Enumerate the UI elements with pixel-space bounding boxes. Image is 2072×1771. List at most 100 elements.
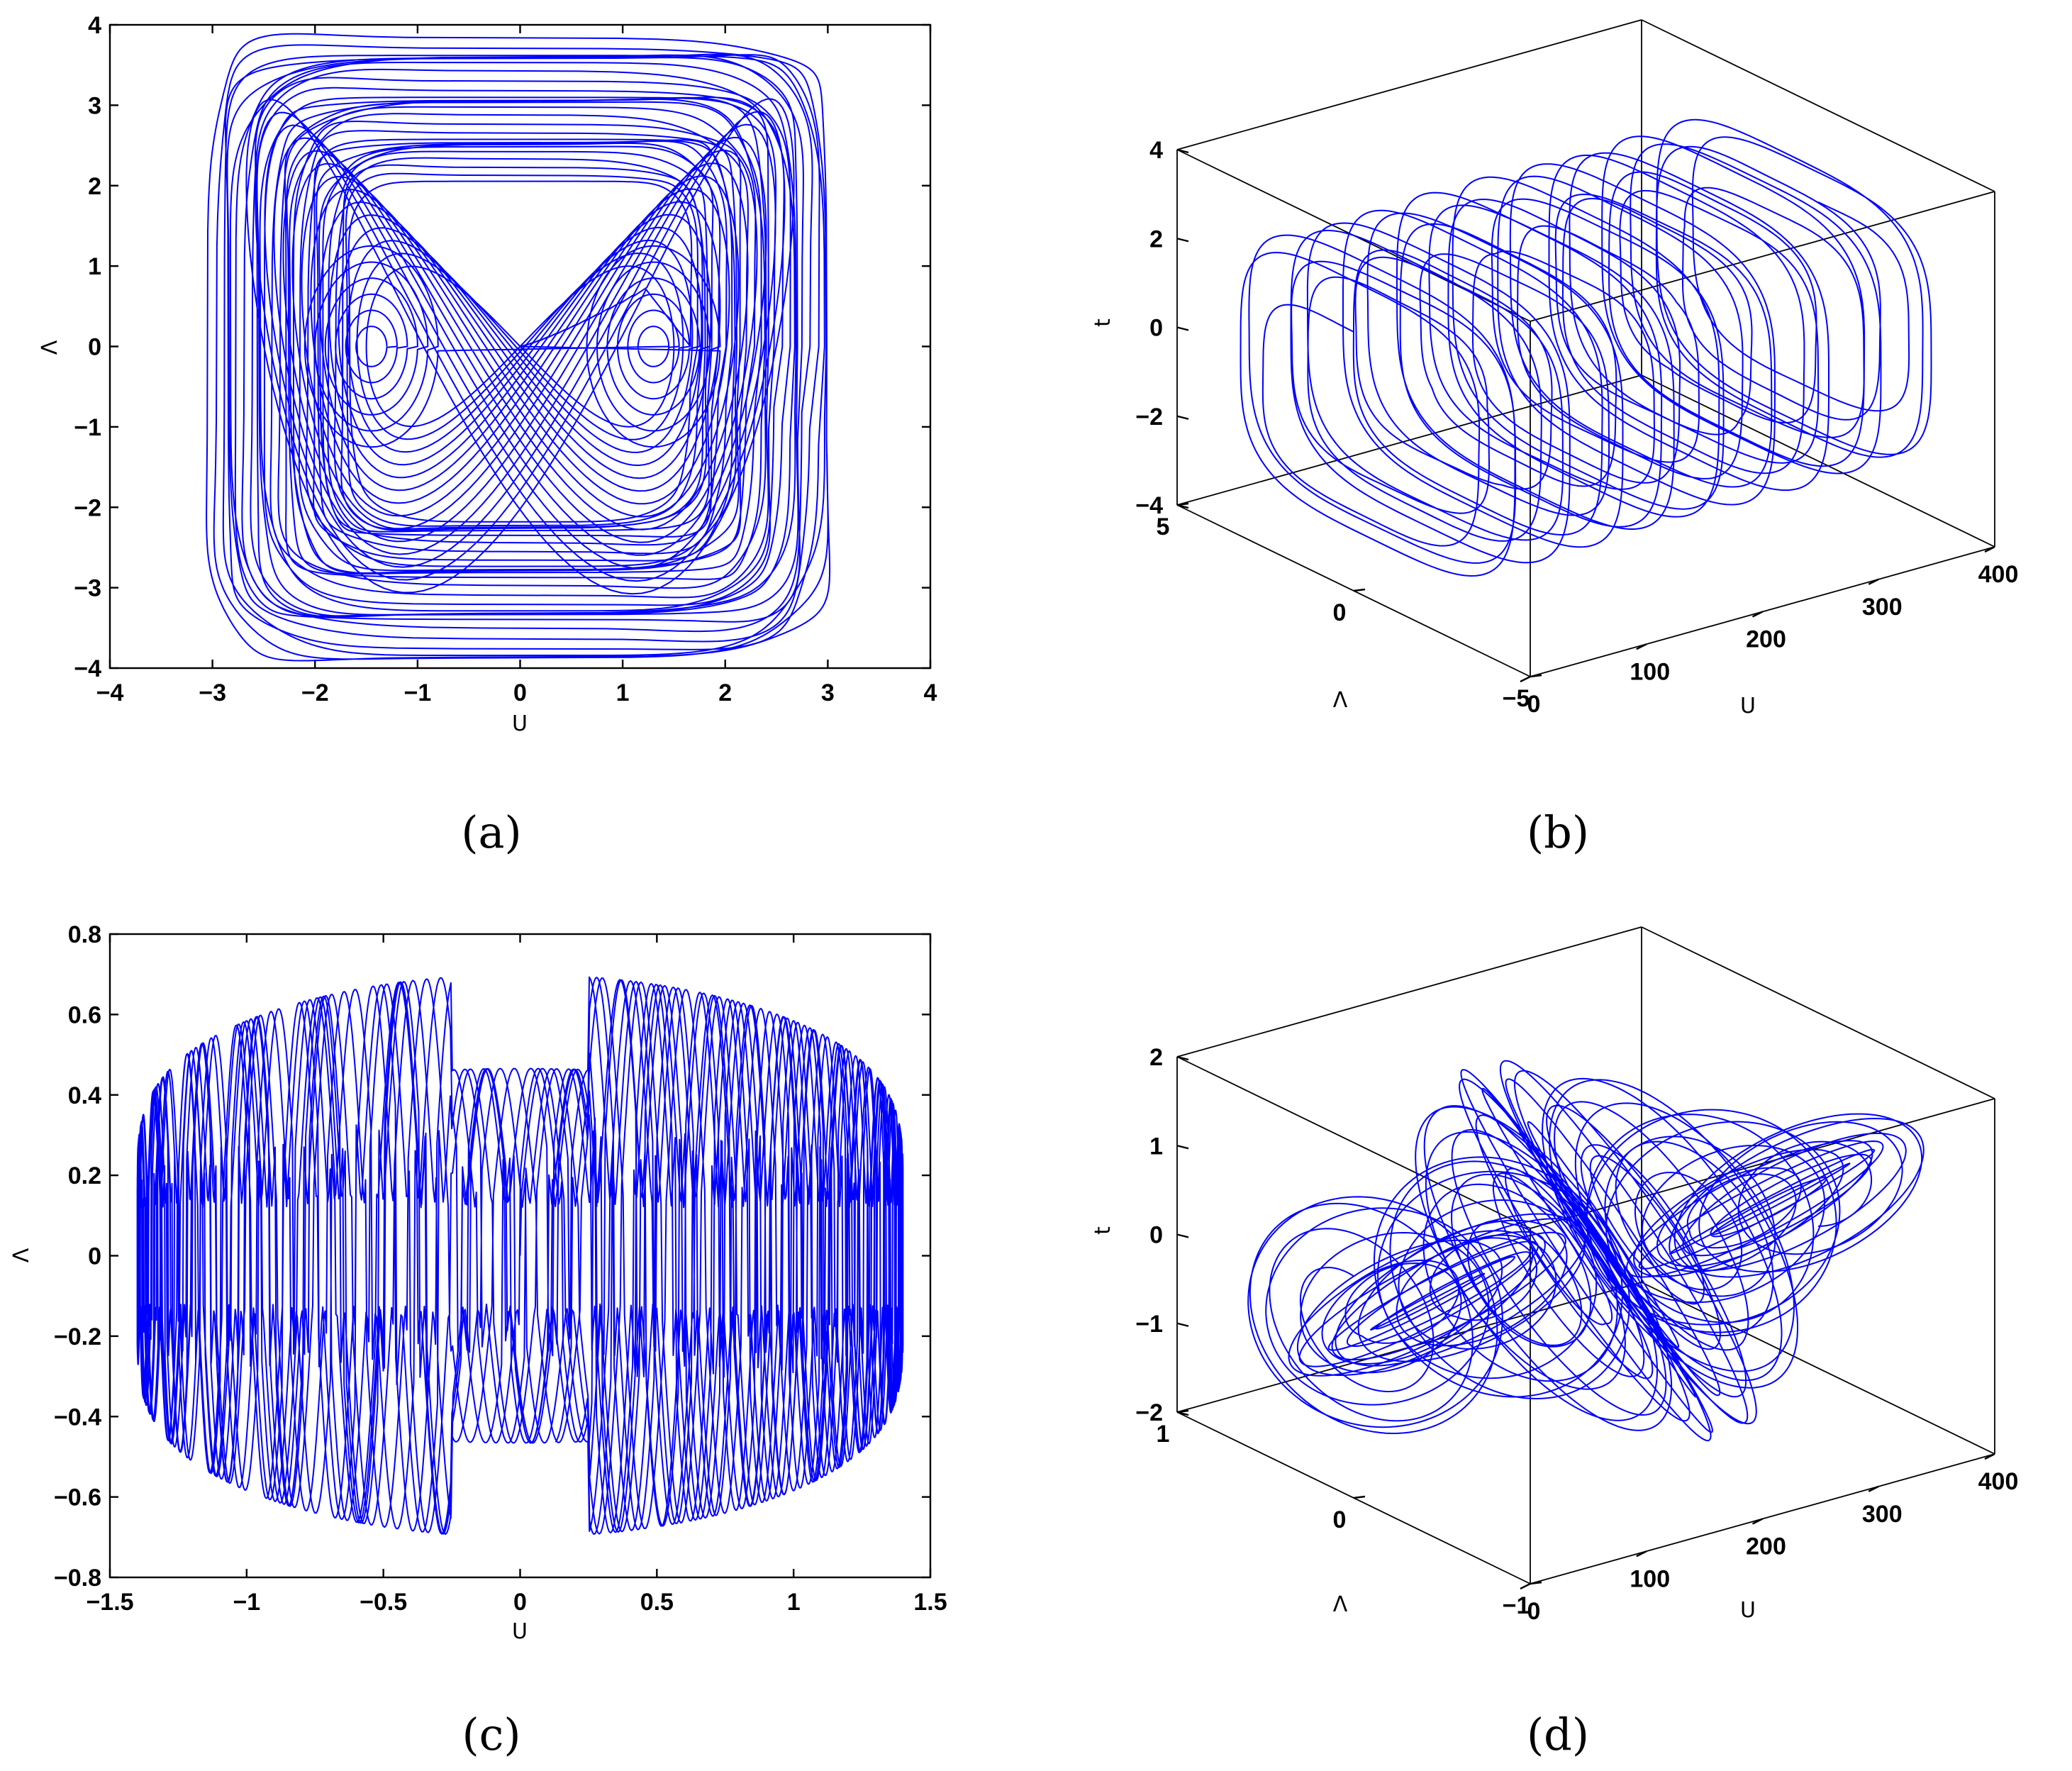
trajectory-b	[1240, 118, 1932, 577]
y-axis-label-a: Λ	[38, 340, 62, 355]
z-tick-mark	[1176, 504, 1189, 509]
panel-c: −1.5 −1 −0.5 0 0.5 1 1.5 −0.8 −0.6 −0.4 −0.2 0 0.2 0.…	[9, 921, 947, 1760]
x-tick-label: 300	[1862, 594, 1903, 621]
panel-label-a: (a)	[461, 806, 521, 858]
z-tick-mark	[1176, 1145, 1189, 1150]
x-tick-label: 100	[1630, 1565, 1670, 1592]
y-tick-label: 0	[1333, 1506, 1347, 1533]
y-axis-label-d: Λ	[1333, 1592, 1348, 1617]
y-tick-mark	[1353, 1495, 1366, 1499]
x-tick-mark	[1984, 1453, 1995, 1460]
y-tick-label: 1	[1157, 1421, 1170, 1448]
z-tick-mark	[1176, 238, 1189, 243]
y-tick-label: 0	[88, 1243, 101, 1270]
z-tick-mark	[1176, 1055, 1189, 1061]
z-tick-mark	[1176, 1322, 1189, 1327]
x-tick-label: 0	[1527, 691, 1541, 718]
x-tick-mark	[1636, 643, 1647, 650]
x-tick-label: −4	[96, 679, 124, 706]
x-tick-label: 400	[1978, 561, 2019, 588]
x-tick-label: 1.5	[913, 1589, 947, 1616]
x-axis-label-d: U	[1740, 1598, 1756, 1623]
z-tick-mark	[1176, 1233, 1189, 1238]
x-tick-label: 300	[1862, 1501, 1903, 1528]
x-tick-label: 0.5	[640, 1589, 674, 1616]
x-tick-label: 1	[616, 679, 630, 706]
y-axis-label-b: Λ	[1333, 688, 1348, 713]
z-tick-label: −2	[1135, 1399, 1163, 1426]
y-tick-label: −4	[74, 655, 101, 682]
x-tick-label: −1	[403, 679, 431, 706]
y-tick-label: 0.4	[68, 1082, 101, 1109]
x-tick-label: −1	[233, 1589, 260, 1616]
x-tick-label: 100	[1630, 658, 1670, 685]
trajectory-d	[1247, 1060, 1925, 1442]
y-tick-label: −0.4	[54, 1404, 101, 1431]
z-tick-label: 1	[1149, 1133, 1163, 1160]
x-tick-label: −0.5	[360, 1589, 407, 1616]
z-tick-mark	[1176, 1411, 1189, 1416]
z-axis-label-b: t	[1091, 318, 1115, 327]
x-tick-mark	[1751, 1518, 1764, 1525]
x-tick-mark	[1636, 1550, 1647, 1558]
y-tick-label: −1	[74, 414, 101, 441]
x-tick-label: 200	[1746, 626, 1786, 653]
y-tick-label: −0.8	[54, 1565, 101, 1592]
y-tick-label: 3	[88, 92, 101, 119]
panel-label-b: (b)	[1527, 806, 1589, 858]
y-tick-label: −3	[74, 575, 101, 602]
y-tick-label: −0.6	[54, 1484, 101, 1511]
y-axis-label-c: Λ	[9, 1248, 34, 1262]
y-tick-label: −1	[1503, 1592, 1530, 1619]
x-tick-label: 3	[821, 679, 835, 706]
box-edge	[1641, 19, 1995, 192]
box-edge	[1641, 1282, 1995, 1455]
z-tick-mark	[1176, 148, 1189, 154]
y-tick-label: −0.2	[54, 1323, 101, 1350]
z-tick-label: 0	[1149, 315, 1163, 342]
y-tick-mark	[1530, 1581, 1542, 1585]
box-edge	[1530, 191, 1995, 322]
x-tick-mark	[1868, 578, 1879, 585]
z-axis-label-d: t	[1091, 1226, 1115, 1235]
box-edge	[1176, 1056, 1531, 1229]
panel-label-c: (c)	[462, 1709, 520, 1760]
y-tick-label: 2	[88, 173, 101, 200]
z-tick-label: 4	[1149, 137, 1163, 164]
y-tick-label: 0	[88, 334, 101, 361]
x-tick-label: −3	[199, 679, 226, 706]
y-tick-label: 0.2	[68, 1162, 101, 1189]
y-tick-label: −2	[74, 494, 101, 521]
y-tick-mark	[1530, 674, 1542, 678]
x-tick-label: −1.5	[86, 1589, 133, 1616]
x-tick-label: 0	[1527, 1598, 1541, 1625]
z-tick-mark	[1176, 326, 1189, 331]
x-tick-label: 0	[513, 1589, 527, 1616]
x-tick-label: 2	[718, 679, 732, 706]
x-tick-mark	[1520, 1582, 1531, 1590]
box-edge	[1641, 374, 1995, 548]
z-tick-label: −2	[1135, 404, 1163, 431]
y-tick-mark	[1353, 588, 1366, 592]
box-edge	[1641, 926, 1995, 1099]
x-tick-label: 400	[1978, 1468, 2019, 1495]
x-tick-mark	[1520, 675, 1531, 683]
x-axis-label-c: U	[512, 1619, 528, 1644]
z-tick-label: −1	[1135, 1311, 1163, 1338]
x-axis-label-b: U	[1740, 694, 1756, 718]
x-tick-label: −2	[301, 679, 329, 706]
x-axis-label-a: U	[512, 711, 528, 736]
y-tick-label: 5	[1157, 513, 1170, 540]
panel-label-d: (d)	[1527, 1709, 1589, 1760]
y-tick-label: 0.6	[68, 1001, 101, 1028]
x-tick-label: 0	[513, 679, 527, 706]
x-tick-label: 1	[787, 1589, 801, 1616]
x-tick-mark	[1868, 1485, 1879, 1492]
x-tick-mark	[1751, 611, 1764, 618]
z-tick-label: 0	[1149, 1222, 1163, 1249]
box-edge	[1176, 19, 1642, 150]
panel-a: −4 −3 −2 −1 0 1 2 3 4 −4 −3 −2 −1 0 1 2 3 4 U Λ (a)	[38, 12, 937, 858]
